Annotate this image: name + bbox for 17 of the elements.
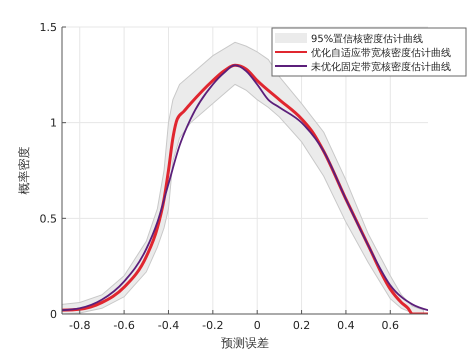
y-tick-label: 1 <box>50 116 57 130</box>
x-tick-label: -0.6 <box>113 319 135 332</box>
x-tick-label: 0.2 <box>292 319 310 332</box>
y-tick-label: 1.5 <box>40 21 57 34</box>
x-tick-label: 0.4 <box>337 319 355 332</box>
x-tick-label: -0.4 <box>158 319 180 332</box>
x-tick-label: 0.6 <box>382 319 400 332</box>
x-tick-label: 0 <box>254 319 261 332</box>
legend-label: 优化自适应带宽核密度估计曲线 <box>311 47 451 59</box>
y-tick-label: 0.5 <box>40 212 57 226</box>
x-tick-label: -0.8 <box>69 319 90 332</box>
y-tick-label: 0 <box>50 308 57 321</box>
x-tick-label: -0.2 <box>202 319 224 332</box>
legend-label: 95%置信核密度估计曲线 <box>311 33 424 45</box>
y-axis-title: 概率密度 <box>17 146 31 194</box>
legend-label: 未优化固定带宽核密度估计曲线 <box>311 61 451 73</box>
x-axis-title: 预测误差 <box>221 336 269 350</box>
